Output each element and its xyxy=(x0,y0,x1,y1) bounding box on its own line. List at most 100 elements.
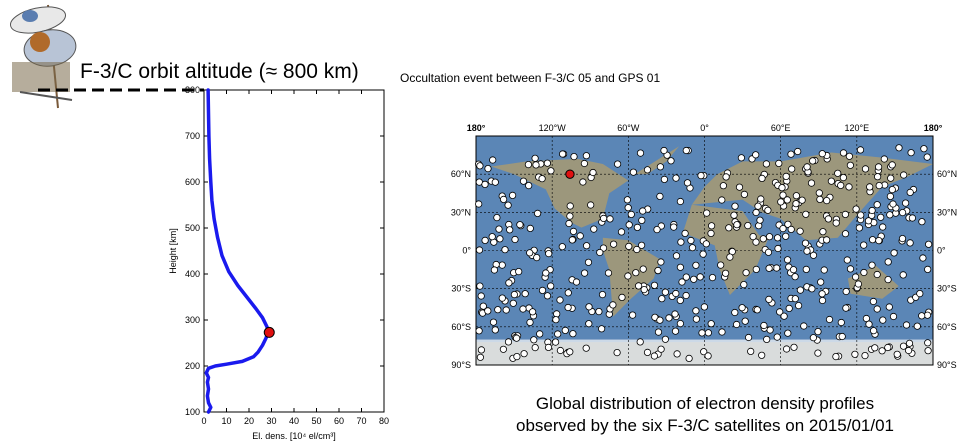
occultation-point xyxy=(570,153,578,161)
occultation-point xyxy=(717,261,725,269)
occultation-point xyxy=(628,311,637,319)
occultation-point xyxy=(502,306,510,314)
occultation-point xyxy=(878,347,886,355)
occultation-point xyxy=(542,269,550,277)
occultation-point xyxy=(521,290,529,298)
occultation-point xyxy=(703,209,711,217)
occultation-point xyxy=(672,289,680,298)
longitude-tick-label: 120°W xyxy=(539,123,567,133)
occultation-point xyxy=(505,279,513,287)
occultation-point xyxy=(495,225,503,233)
occultation-point xyxy=(731,202,739,210)
occultation-point xyxy=(481,236,489,244)
occultation-point xyxy=(796,227,804,235)
occultation-point xyxy=(690,275,698,283)
occultation-point xyxy=(530,336,538,344)
occultation-point xyxy=(865,320,873,328)
occultation-point xyxy=(809,157,817,165)
latitude-tick-label-left: 30°N xyxy=(451,207,471,217)
land-mass xyxy=(602,237,661,317)
longitude-tick-label: 180° xyxy=(467,123,486,133)
occultation-point xyxy=(687,236,695,245)
occultation-point xyxy=(730,211,738,219)
occultation-point xyxy=(787,150,795,158)
occultation-point xyxy=(924,339,932,347)
occultation-point xyxy=(839,149,848,157)
occultation-point xyxy=(869,327,878,335)
occultation-point xyxy=(526,224,534,232)
occultation-point xyxy=(520,350,528,358)
occultation-point xyxy=(775,159,783,167)
occultation-point xyxy=(543,159,552,167)
occultation-point xyxy=(827,177,836,185)
x-tick-label: 80 xyxy=(379,416,389,426)
occultation-point xyxy=(834,169,842,177)
occultation-point xyxy=(890,249,898,257)
occultation-point xyxy=(895,144,903,152)
occultation-point xyxy=(906,188,914,196)
latitude-tick-label-left: 30°S xyxy=(451,284,471,294)
occultation-point xyxy=(499,195,508,203)
occultation-point xyxy=(807,179,816,187)
occultation-point xyxy=(657,345,665,353)
latitude-tick-label-left: 90°S xyxy=(451,360,471,370)
occultation-point xyxy=(732,320,741,329)
occultation-point xyxy=(604,269,613,277)
occultation-point xyxy=(778,184,786,192)
occultation-point xyxy=(501,246,509,254)
occultation-point xyxy=(842,287,850,296)
occultation-point xyxy=(885,303,893,311)
occultation-point xyxy=(656,316,664,324)
occultation-point xyxy=(595,307,603,316)
occultation-point xyxy=(678,278,686,286)
occultation-point xyxy=(633,245,641,254)
occultation-point xyxy=(590,225,598,233)
occultation-point xyxy=(873,270,881,279)
occultation-point xyxy=(868,261,876,269)
occultation-point xyxy=(809,334,818,342)
y-tick-label: 400 xyxy=(185,269,200,279)
y-tick-label: 800 xyxy=(185,85,200,95)
occultation-point xyxy=(683,179,692,187)
occultation-point xyxy=(493,214,501,222)
longitude-tick-label: 60°E xyxy=(771,123,791,133)
occultation-point xyxy=(765,233,774,241)
occultation-point xyxy=(533,254,541,262)
occultation-point xyxy=(846,265,855,273)
occultation-point xyxy=(582,242,591,250)
latitude-tick-label-left: 60°S xyxy=(451,322,471,332)
occultation-point xyxy=(538,175,546,183)
occultation-point xyxy=(475,246,484,254)
occultation-point xyxy=(818,296,827,305)
occultation-point xyxy=(759,235,767,243)
occultation-point xyxy=(873,201,881,209)
occultation-point xyxy=(744,333,753,342)
occultation-point xyxy=(792,200,800,208)
occultation-point xyxy=(803,247,811,255)
occultation-point xyxy=(494,306,502,314)
occultation-point xyxy=(898,235,907,243)
y-tick-label: 100 xyxy=(185,407,200,417)
occultation-point xyxy=(738,304,746,312)
occultation-point xyxy=(906,239,914,247)
occultation-point xyxy=(637,241,646,249)
occultation-point xyxy=(566,202,574,210)
occultation-point xyxy=(551,338,560,346)
occultation-point xyxy=(874,163,883,171)
occultation-point xyxy=(735,183,744,191)
occultation-point xyxy=(864,217,873,225)
occultation-point xyxy=(846,161,855,169)
occultation-point xyxy=(747,347,755,355)
occultation-point xyxy=(773,234,782,242)
y-tick-label: 700 xyxy=(185,131,200,141)
occultation-point xyxy=(676,319,685,328)
occultation-event-point xyxy=(565,169,575,179)
occultation-point xyxy=(913,322,921,330)
latitude-tick-label-left: 0° xyxy=(462,246,471,256)
occultation-point xyxy=(740,280,748,289)
occultation-point xyxy=(843,256,851,264)
occultation-point xyxy=(742,269,750,277)
occultation-point xyxy=(508,191,517,199)
occultation-point xyxy=(580,269,589,277)
occultation-point xyxy=(579,178,587,186)
